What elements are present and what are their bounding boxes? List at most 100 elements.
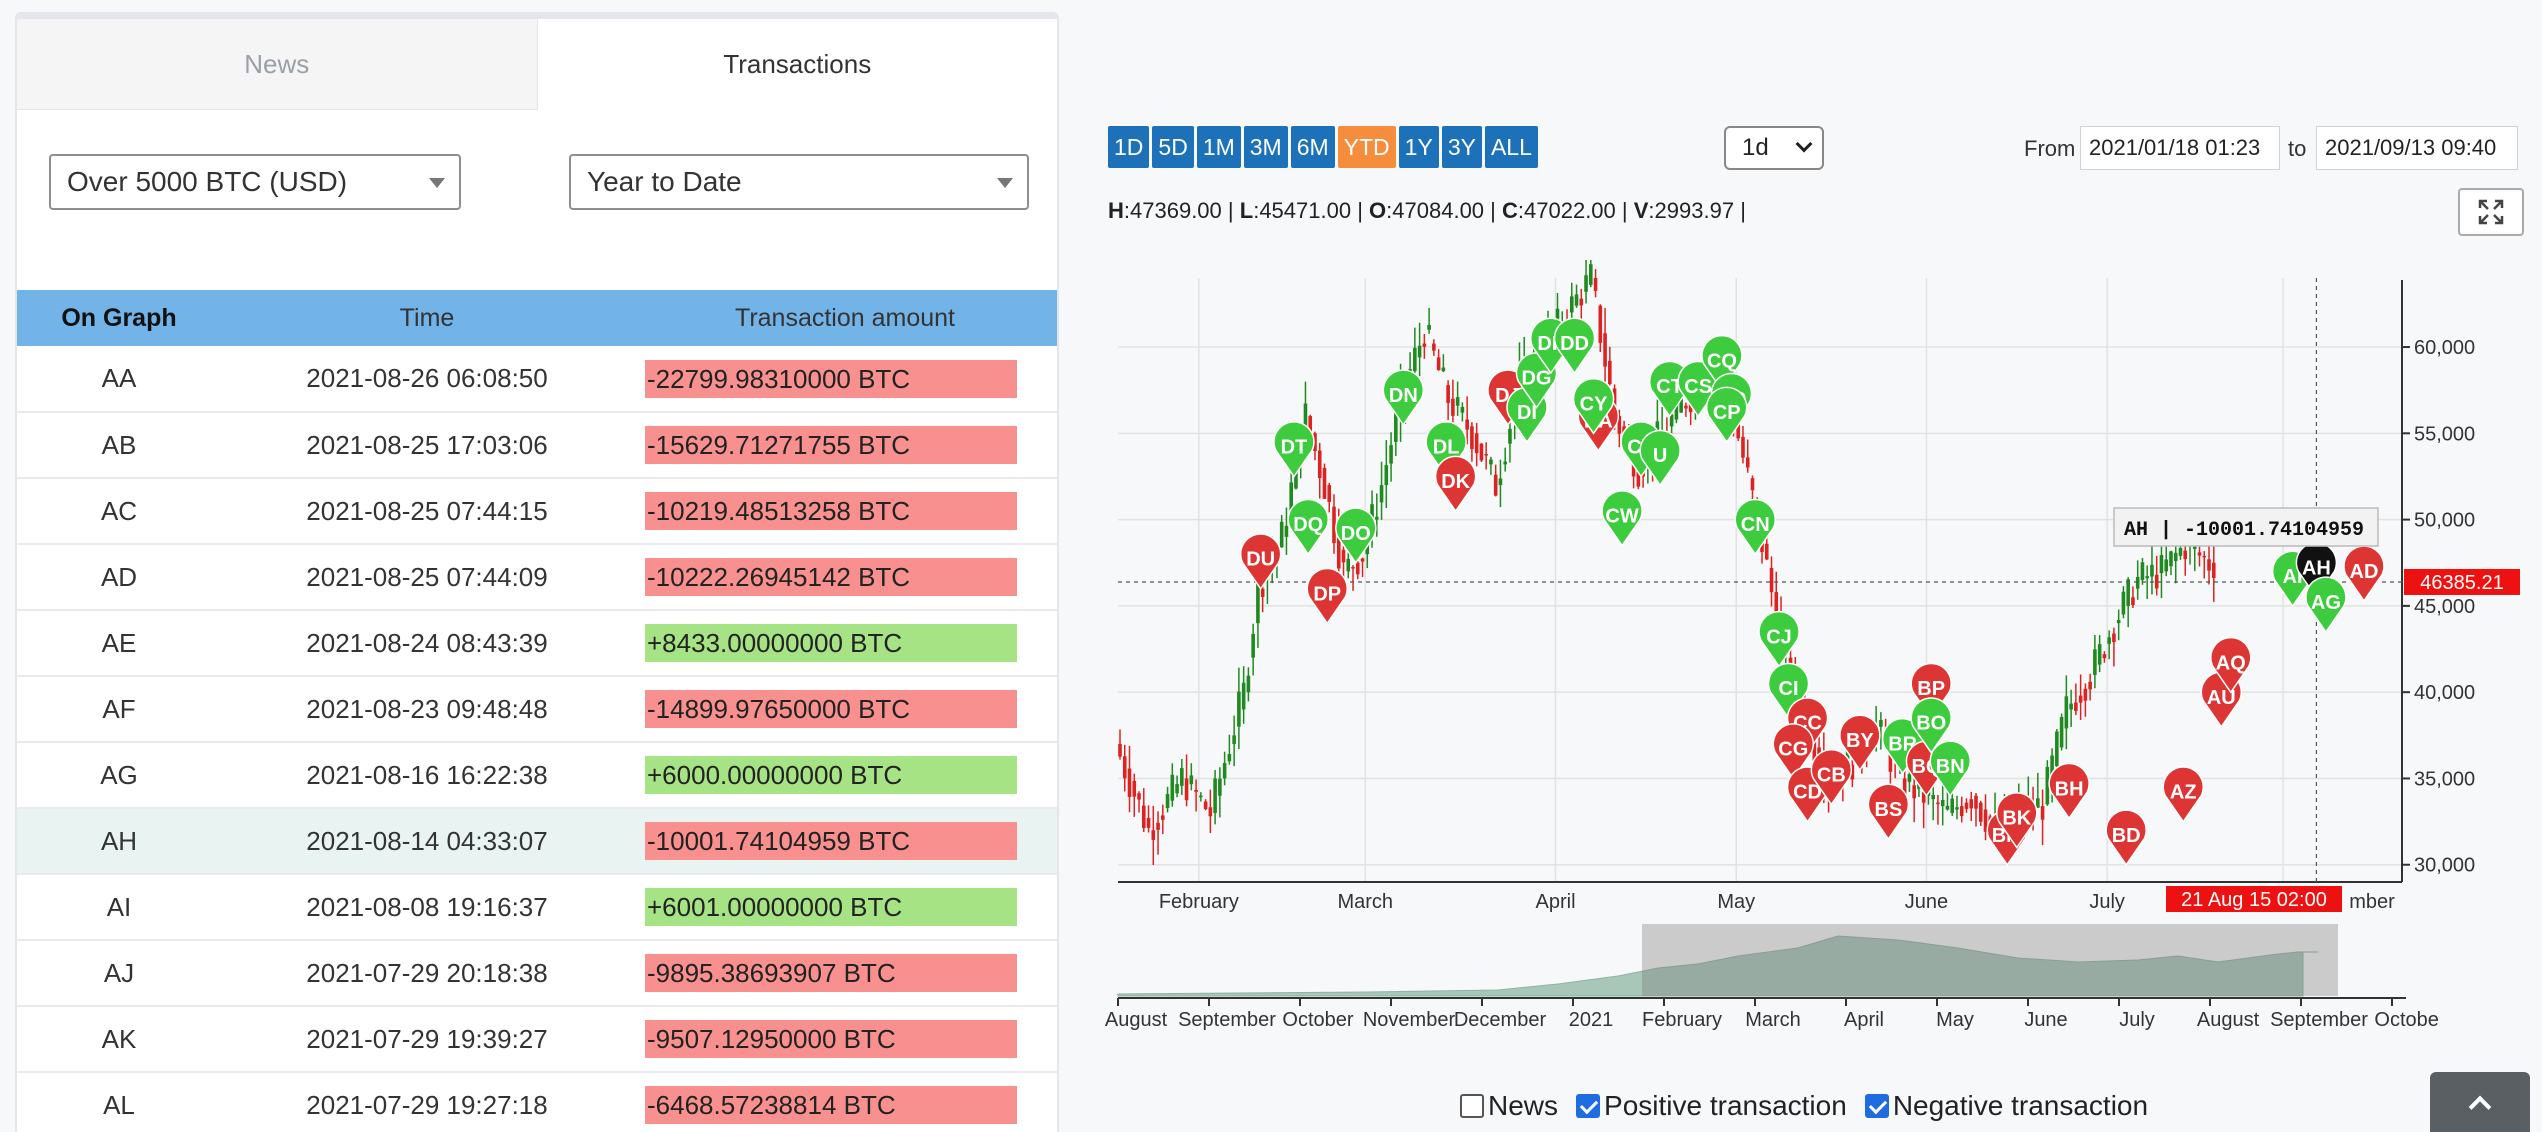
scroll-top-button[interactable] (2430, 1072, 2530, 1132)
marker-cq[interactable]: CQ (1701, 334, 1743, 392)
table-row[interactable]: AA 2021-08-26 06:08:50 -22799.98310000 BTC (17, 346, 1057, 413)
candle-body (1218, 778, 1222, 796)
legend-positive[interactable]: Positive transaction (1576, 1090, 1847, 1122)
candle-body (1180, 768, 1184, 786)
range-button-all[interactable]: ALL (1484, 126, 1538, 168)
legend-negative[interactable]: Negative transaction (1864, 1090, 2148, 1122)
range-button-6m[interactable]: 6M (1290, 126, 1335, 168)
candle-body (1879, 719, 1883, 727)
range-button-1m[interactable]: 1M (1196, 126, 1241, 168)
threshold-select-value: Over 5000 BTC (USD) (67, 166, 348, 197)
marker-ag[interactable]: AG (2305, 576, 2347, 634)
table-row[interactable]: AF 2021-08-23 09:48:48 -14899.97650000 BTC (17, 676, 1057, 743)
table-row[interactable]: AK 2021-07-29 19:39:27 -9507.12950000 BTC (17, 1006, 1057, 1073)
caret-down-icon (429, 178, 445, 188)
marker-ah[interactable]: AH (2295, 541, 2338, 599)
marker-dq[interactable]: DQ (1287, 498, 1329, 556)
threshold-select[interactable]: Over 5000 BTC (USD) (49, 154, 461, 210)
range-button-5d[interactable]: 5D (1152, 126, 1194, 168)
marker-bo[interactable]: BO (1910, 697, 1952, 755)
candle-body (2045, 766, 2050, 805)
table-row[interactable]: AD 2021-08-25 07:44:09 -10222.26945142 BTC (17, 544, 1057, 611)
marker-cg[interactable]: CG (1772, 723, 1814, 780)
marker-label: CW (1605, 506, 1638, 528)
marker-pin (1425, 421, 1467, 478)
marker-bd[interactable]: BD (2105, 809, 2147, 867)
marker-dt[interactable]: DT (1273, 421, 1315, 478)
legend-news[interactable]: News (1460, 1090, 1558, 1122)
marker-dk[interactable]: DK (1434, 455, 1477, 513)
marker-aq[interactable]: AQ (2210, 636, 2252, 694)
candle-body (1161, 815, 1165, 820)
marker-bs[interactable]: BS (1867, 783, 1910, 841)
table-row[interactable]: AH 2021-08-14 04:33:07 -10001.74104959 BTC (17, 808, 1057, 875)
marker-bn[interactable]: BN (1929, 740, 1971, 798)
candle-body (2050, 755, 2054, 786)
candle-body (1137, 793, 1141, 800)
price-chart[interactable]: 60,000 55,000 50,000 45,000 40,000 35,000 30,0… (1100, 260, 2520, 920)
marker-cp[interactable]: CP (1706, 386, 1748, 444)
candle-body (1812, 737, 1817, 763)
marker-u[interactable]: U (1639, 429, 1681, 487)
candle-body (1493, 474, 1498, 496)
marker-label: CY (1580, 393, 1608, 415)
x-tick-label: April (1536, 891, 1576, 913)
marker-label: AD (2350, 561, 2379, 583)
tab-news[interactable]: News (17, 14, 538, 110)
marker-du[interactable]: DU (1239, 533, 1282, 591)
marker-ci[interactable]: CI (1767, 662, 1810, 720)
candle-body (1351, 567, 1355, 569)
negative-checkbox[interactable] (1864, 1094, 1889, 1118)
chevron-down-icon (1795, 135, 1813, 153)
marker-bh[interactable]: BH (2048, 762, 2090, 820)
marker-label: CN (1741, 514, 1770, 536)
range-button-1y[interactable]: 1Y (1398, 126, 1439, 168)
chart-legend: News Positive transaction Negative trans… (1460, 1090, 2158, 1122)
row-id: AJ (17, 940, 221, 1007)
candle-body (1955, 807, 1959, 810)
positive-checkbox[interactable] (1576, 1094, 1601, 1118)
marker-cw[interactable]: CW (1601, 490, 1643, 547)
marker-dl[interactable]: DL (1425, 421, 1467, 478)
table-row[interactable]: AE 2021-08-24 08:43:39 +8433.00000000 BTC (17, 610, 1057, 677)
navigator-selection[interactable] (1642, 924, 2338, 996)
fullscreen-button[interactable] (2458, 188, 2524, 236)
from-date-input[interactable]: 2021/01/18 01:23 (2080, 126, 2280, 170)
marker-cy[interactable]: CY (1572, 377, 1615, 435)
marker-do[interactable]: DO (1335, 507, 1377, 565)
marker-az[interactable]: AZ (2162, 766, 2204, 824)
marker-dd[interactable]: DD (1553, 317, 1596, 375)
marker-pin (1810, 748, 1853, 806)
table-row[interactable]: AB 2021-08-25 17:03:06 -15629.71271755 BTC (17, 412, 1057, 479)
range-button-ytd[interactable]: YTD (1337, 126, 1396, 168)
table-row[interactable]: AG 2021-08-16 16:22:38 +6000.00000000 BTC (17, 742, 1057, 809)
marker-cb[interactable]: CB (1810, 748, 1853, 806)
marker-cn[interactable]: CN (1734, 498, 1776, 556)
candle-body (1745, 457, 1750, 468)
marker-bk[interactable]: BK (1996, 792, 2038, 849)
to-date-input[interactable]: 2021/09/13 09:40 (2316, 126, 2518, 170)
interval-select[interactable]: 1d (1724, 126, 1824, 170)
range-button-1d[interactable]: 1D (1108, 126, 1150, 168)
marker-pin (1706, 386, 1748, 444)
table-row[interactable]: AL 2021-07-29 19:27:18 -6468.57238814 BTC (17, 1072, 1057, 1132)
range-button-3m[interactable]: 3M (1243, 126, 1288, 168)
candle-body (2088, 681, 2092, 690)
marker-cj[interactable]: CJ (1758, 610, 1800, 668)
marker-ad[interactable]: AD (2343, 545, 2385, 603)
candle-body (1422, 343, 1427, 347)
table-row[interactable]: AJ 2021-07-29 20:18:38 -9895.38693907 BTC (17, 940, 1057, 1007)
tab-transactions[interactable]: Transactions (537, 14, 1057, 110)
table-row[interactable]: AI 2021-08-08 19:16:37 +6001.00000000 BTC (17, 874, 1057, 941)
ohlc-high: 47369.00 (1130, 198, 1222, 223)
marker-bp[interactable]: BP (1910, 662, 1952, 720)
table-row[interactable]: AC 2021-08-25 07:44:15 -10219.48513258 BTC (17, 478, 1057, 545)
range-button-3y[interactable]: 3Y (1441, 126, 1482, 168)
period-select[interactable]: Year to Date (569, 154, 1029, 210)
marker-pin (1239, 533, 1282, 591)
marker-dn[interactable]: DN (1382, 369, 1425, 427)
news-checkbox[interactable] (1460, 1094, 1484, 1118)
marker-by[interactable]: BY (1839, 714, 1881, 772)
marker-dp[interactable]: DP (1306, 567, 1348, 625)
